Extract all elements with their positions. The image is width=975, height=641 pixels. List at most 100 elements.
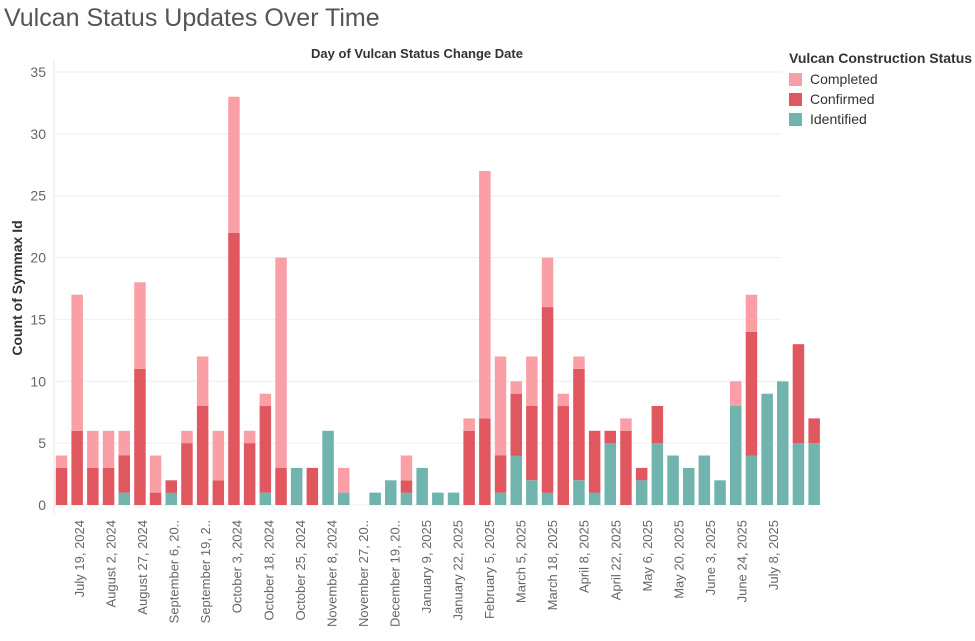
- x-tick-label: January 9, 2025: [419, 520, 434, 613]
- bar-confirmed[interactable]: [573, 368, 585, 481]
- bar-identified[interactable]: [118, 492, 131, 505]
- bar-identified[interactable]: [385, 480, 397, 505]
- bar-identified[interactable]: [745, 455, 758, 506]
- bar-identified[interactable]: [447, 492, 460, 505]
- bar-identified[interactable]: [400, 492, 413, 505]
- bar-confirmed[interactable]: [526, 406, 538, 481]
- bar-confirmed[interactable]: [635, 467, 648, 481]
- bar-confirmed[interactable]: [118, 455, 131, 493]
- bar-confirmed[interactable]: [541, 307, 554, 493]
- bar-confirmed[interactable]: [134, 368, 146, 505]
- bar-confirmed[interactable]: [228, 232, 240, 506]
- bar-confirmed[interactable]: [55, 467, 68, 505]
- bar-identified[interactable]: [792, 443, 805, 505]
- bar-identified[interactable]: [573, 480, 585, 505]
- legend-item-completed[interactable]: Completed: [789, 69, 972, 89]
- bar-identified[interactable]: [369, 492, 381, 505]
- bar-identified[interactable]: [338, 492, 350, 505]
- bar-completed[interactable]: [118, 430, 131, 456]
- bar-confirmed[interactable]: [71, 430, 83, 505]
- bar-identified[interactable]: [259, 492, 272, 505]
- x-tick-label: April 22, 2025: [608, 520, 623, 600]
- bar-completed[interactable]: [228, 96, 240, 233]
- bar-completed[interactable]: [541, 257, 554, 308]
- bar-identified[interactable]: [416, 467, 428, 505]
- bar-completed[interactable]: [134, 282, 146, 369]
- bar-confirmed[interactable]: [792, 344, 805, 444]
- bar-completed[interactable]: [181, 430, 193, 444]
- bar-completed[interactable]: [573, 356, 585, 369]
- bar-completed[interactable]: [494, 356, 507, 456]
- bar-completed[interactable]: [196, 356, 209, 407]
- bar-completed[interactable]: [71, 294, 83, 431]
- bar-identified[interactable]: [432, 492, 444, 505]
- bar-identified[interactable]: [808, 443, 820, 505]
- bar-completed[interactable]: [149, 455, 162, 493]
- bar-identified[interactable]: [290, 467, 303, 505]
- bar-confirmed[interactable]: [87, 467, 99, 505]
- bar-confirmed[interactable]: [808, 418, 820, 444]
- bar-identified[interactable]: [541, 492, 554, 505]
- bar-identified[interactable]: [714, 480, 726, 505]
- bar-confirmed[interactable]: [165, 480, 178, 493]
- bar-identified[interactable]: [588, 492, 601, 505]
- bar-identified[interactable]: [604, 443, 617, 505]
- legend-item-confirmed[interactable]: Confirmed: [789, 89, 972, 109]
- bar-confirmed[interactable]: [651, 406, 664, 444]
- bar-identified[interactable]: [761, 393, 773, 505]
- bar-completed[interactable]: [259, 393, 272, 407]
- bar-completed[interactable]: [620, 418, 632, 431]
- bar-confirmed[interactable]: [102, 467, 115, 505]
- bar-completed[interactable]: [102, 430, 115, 468]
- bar-completed[interactable]: [87, 430, 99, 468]
- bar-identified[interactable]: [777, 381, 789, 505]
- bar-confirmed[interactable]: [463, 430, 475, 505]
- bar-completed[interactable]: [338, 467, 350, 493]
- bar-completed[interactable]: [275, 257, 287, 468]
- bar-confirmed[interactable]: [306, 467, 319, 505]
- bar-confirmed[interactable]: [745, 331, 758, 456]
- bar-confirmed[interactable]: [588, 430, 601, 493]
- bar-completed[interactable]: [557, 393, 570, 407]
- bar-identified[interactable]: [651, 443, 664, 505]
- bar-confirmed[interactable]: [149, 492, 162, 505]
- bar-completed[interactable]: [745, 294, 758, 332]
- bar-completed[interactable]: [730, 381, 742, 406]
- bar-completed[interactable]: [510, 381, 523, 394]
- bar-completed[interactable]: [463, 418, 475, 431]
- x-tick-label: December 19, 20..: [388, 520, 403, 627]
- bar-confirmed[interactable]: [494, 455, 507, 493]
- bar-identified[interactable]: [683, 467, 695, 505]
- bar-completed[interactable]: [212, 430, 225, 481]
- bar-identified[interactable]: [510, 455, 523, 506]
- bar-confirmed[interactable]: [243, 443, 256, 505]
- bar-identified[interactable]: [667, 455, 679, 506]
- bar-confirmed[interactable]: [400, 480, 413, 493]
- bar-confirmed[interactable]: [620, 430, 632, 505]
- bar-completed[interactable]: [55, 455, 68, 468]
- bar-confirmed[interactable]: [479, 418, 491, 505]
- bar-identified[interactable]: [730, 406, 742, 505]
- bar-completed[interactable]: [243, 430, 256, 444]
- bar-identified[interactable]: [165, 492, 178, 505]
- bar-completed[interactable]: [479, 171, 491, 419]
- bar-completed[interactable]: [526, 356, 538, 407]
- chart-title: Day of Vulcan Status Change Date: [311, 46, 523, 61]
- bar-identified[interactable]: [322, 430, 334, 505]
- bar-confirmed[interactable]: [604, 430, 617, 444]
- bar-identified[interactable]: [494, 492, 507, 505]
- legend-item-identified[interactable]: Identified: [789, 109, 972, 129]
- bar-confirmed[interactable]: [557, 406, 570, 505]
- bar-identified[interactable]: [635, 480, 648, 505]
- bar-identified[interactable]: [526, 480, 538, 505]
- bar-confirmed[interactable]: [510, 393, 523, 456]
- bar-confirmed[interactable]: [259, 406, 272, 493]
- bar-confirmed[interactable]: [196, 406, 209, 505]
- bar-identified[interactable]: [698, 455, 711, 506]
- x-tick-label: July 19, 2024: [72, 520, 87, 597]
- x-tick-label: September 6, 20..: [167, 520, 182, 623]
- bar-completed[interactable]: [400, 455, 413, 481]
- bar-confirmed[interactable]: [275, 467, 287, 505]
- bar-confirmed[interactable]: [181, 443, 193, 505]
- bar-confirmed[interactable]: [212, 480, 225, 505]
